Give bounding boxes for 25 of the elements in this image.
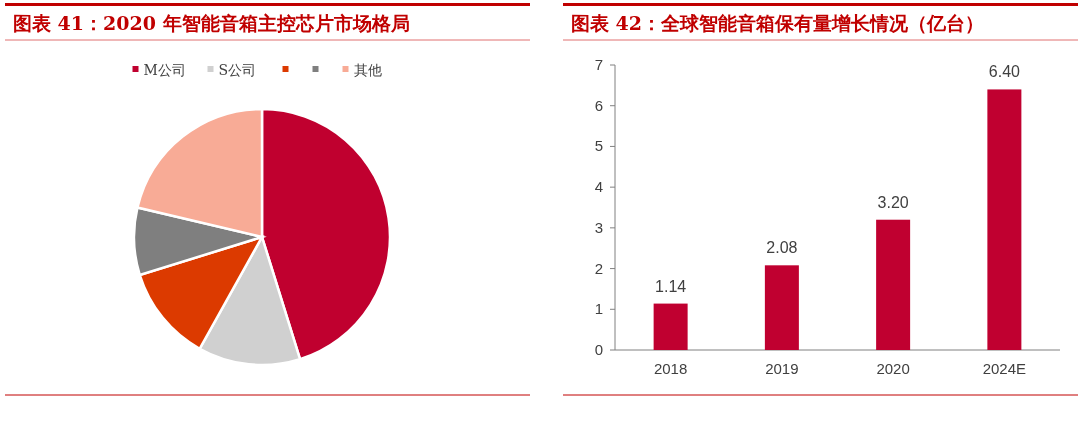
legend-label: M公司 [143,62,186,78]
x-tick-label: 2024E [982,360,1027,377]
chart-title: 图表 41：2020 年智能音箱主控芯片市场格局 [13,12,410,34]
x-tick-label: 2018 [653,360,688,377]
bar [764,265,799,350]
bar [653,303,688,350]
data-label: 3.20 [877,193,909,211]
y-tick-label: 2 [594,259,603,277]
y-tick-label: 4 [594,178,603,196]
data-label: 6.40 [988,63,1021,81]
y-tick-label: 7 [594,56,603,73]
legend-label: S公司 [218,62,257,78]
y-tick-label: 3 [594,218,603,236]
legend-label: 其他 [353,62,382,78]
y-tick-label: 0 [594,341,603,358]
chart-title: 图表 42：全球智能音箱保有量增长情况（亿台） [571,12,985,34]
data-label: 1.14 [655,277,687,295]
y-tick-label: 5 [594,137,603,155]
y-tick-label: 1 [594,300,603,318]
bar [987,89,1022,350]
data-label: 2.08 [766,239,798,257]
x-tick-label: 2019 [765,360,799,377]
bar [876,219,911,350]
y-tick-label: 6 [594,96,603,114]
x-tick-label: 2020 [876,360,910,377]
